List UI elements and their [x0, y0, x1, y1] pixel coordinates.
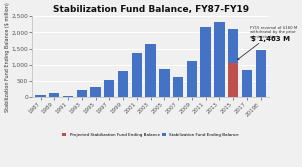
- Bar: [118, 71, 128, 97]
- Bar: [173, 76, 183, 97]
- Bar: [187, 61, 197, 97]
- Bar: [159, 69, 169, 97]
- Text: FY15 reversal of $160 M
withdrawal by the prior
administration: FY15 reversal of $160 M withdrawal by th…: [237, 26, 297, 60]
- Bar: [146, 44, 156, 97]
- Bar: [132, 53, 142, 97]
- Title: Stabilization Fund Balance, FY87-FY19: Stabilization Fund Balance, FY87-FY19: [53, 5, 249, 14]
- Y-axis label: Stabilization Fund Ending Balance ($ million): Stabilization Fund Ending Balance ($ mil…: [5, 2, 10, 112]
- Bar: [77, 90, 87, 97]
- Bar: [104, 80, 114, 97]
- Bar: [228, 29, 238, 97]
- Bar: [214, 22, 225, 97]
- Bar: [228, 63, 238, 97]
- Text: $ 1,463 M: $ 1,463 M: [251, 36, 290, 42]
- Bar: [255, 50, 266, 97]
- Legend: Projected Stabilization Fund Ending Balance, Stabilization Fund Ending Balance: Projected Stabilization Fund Ending Bala…: [61, 132, 240, 138]
- Bar: [90, 87, 101, 97]
- Bar: [242, 70, 252, 97]
- Bar: [49, 94, 59, 97]
- Bar: [201, 27, 211, 97]
- Bar: [35, 95, 46, 97]
- Bar: [63, 96, 73, 97]
